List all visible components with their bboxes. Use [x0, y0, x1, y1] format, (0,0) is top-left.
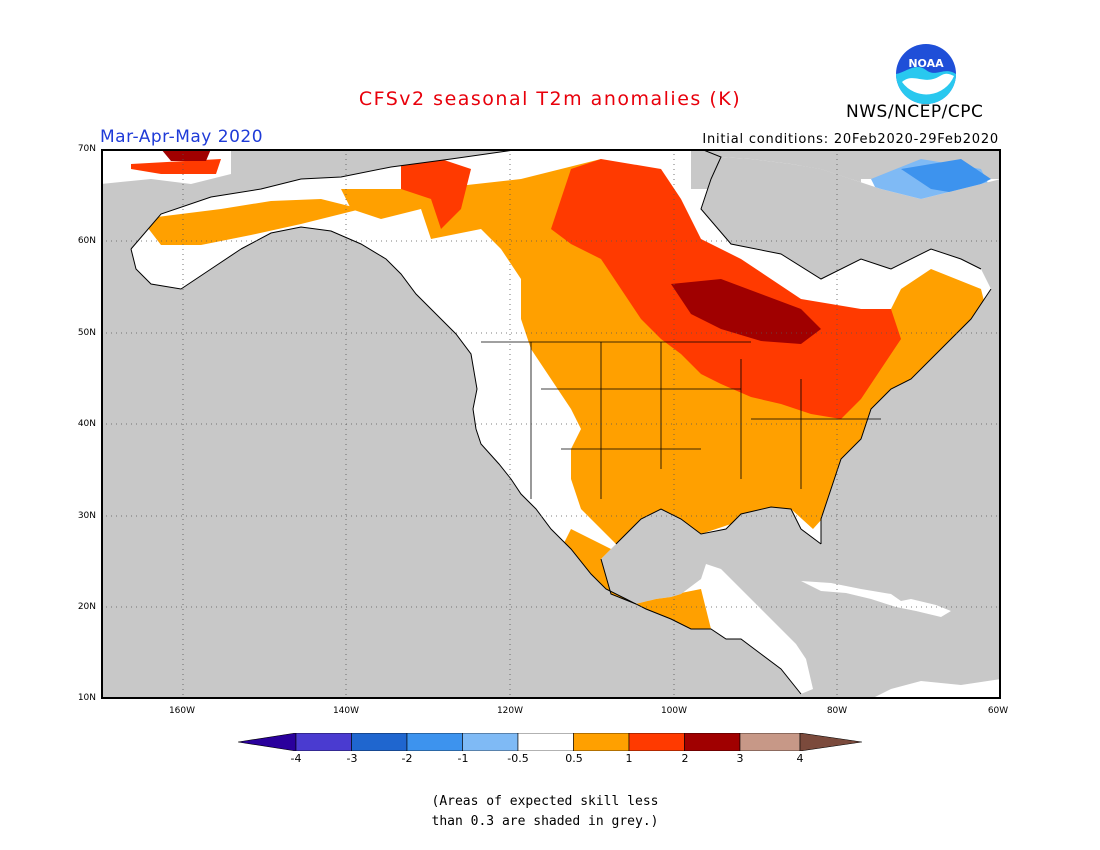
colorbar-bin	[739, 733, 801, 751]
colorbar-lower-arrow	[238, 733, 297, 751]
colorbar-label: 3	[736, 752, 744, 765]
skill-note-line2: than 0.3 are shaded in grey.)	[431, 814, 659, 829]
colorbar-label: -1	[457, 752, 469, 765]
season-label: Mar-Apr-May 2020	[100, 127, 264, 147]
initial-conditions-label: Initial conditions: 20Feb2020-29Feb2020	[702, 132, 999, 147]
colorbar	[238, 733, 862, 751]
chart-title: CFSv2 seasonal T2m anomalies (K)	[358, 88, 742, 110]
skill-note: (Areas of expected skill less than 0.3 a…	[0, 792, 1090, 832]
colorbar-label: -3	[346, 752, 358, 765]
colorbar-label: 4	[796, 752, 804, 765]
colorbar-bin	[628, 733, 685, 751]
organization-label: NWS/NCEP/CPC	[846, 102, 984, 122]
noaa-logo: NOAA	[896, 44, 956, 104]
colorbar-label: 1	[625, 752, 633, 765]
colorbar-label: -0.5	[507, 752, 529, 765]
lon-label-100w: 100W	[660, 706, 688, 716]
logo-text: NOAA	[908, 57, 944, 70]
colorbar-bin	[517, 733, 574, 751]
lat-label-40n: 40N	[77, 419, 96, 429]
lat-label-20n: 20N	[77, 602, 96, 612]
lat-label-30n: 30N	[77, 511, 96, 521]
colorbar-label: 0.5	[565, 752, 583, 765]
colorbar-bin	[295, 733, 352, 751]
lat-label-10n: 10N	[77, 693, 96, 703]
skill-note-line1: (Areas of expected skill less	[431, 794, 659, 809]
colorbar-label: -4	[290, 752, 302, 765]
lat-label-60n: 60N	[77, 236, 96, 246]
lat-label-50n: 50N	[77, 328, 96, 338]
lon-label-120w: 120W	[496, 706, 524, 716]
colorbar-label: -2	[401, 752, 413, 765]
lon-label-60w: 60W	[987, 706, 1009, 716]
lon-label-80w: 80W	[826, 706, 848, 716]
colorbar-bin	[573, 733, 630, 751]
lat-label-70n: 70N	[77, 144, 96, 154]
colorbar-bin	[684, 733, 741, 751]
colorbar-bin	[351, 733, 408, 751]
lon-label-160w: 160W	[168, 706, 196, 716]
lon-label-140w: 140W	[332, 706, 360, 716]
colorbar-bin	[406, 733, 463, 751]
colorbar-upper-arrow	[799, 733, 862, 751]
colorbar-label: 2	[681, 752, 689, 765]
anomaly-map	[101, 149, 1001, 699]
colorbar-bin	[462, 733, 519, 751]
